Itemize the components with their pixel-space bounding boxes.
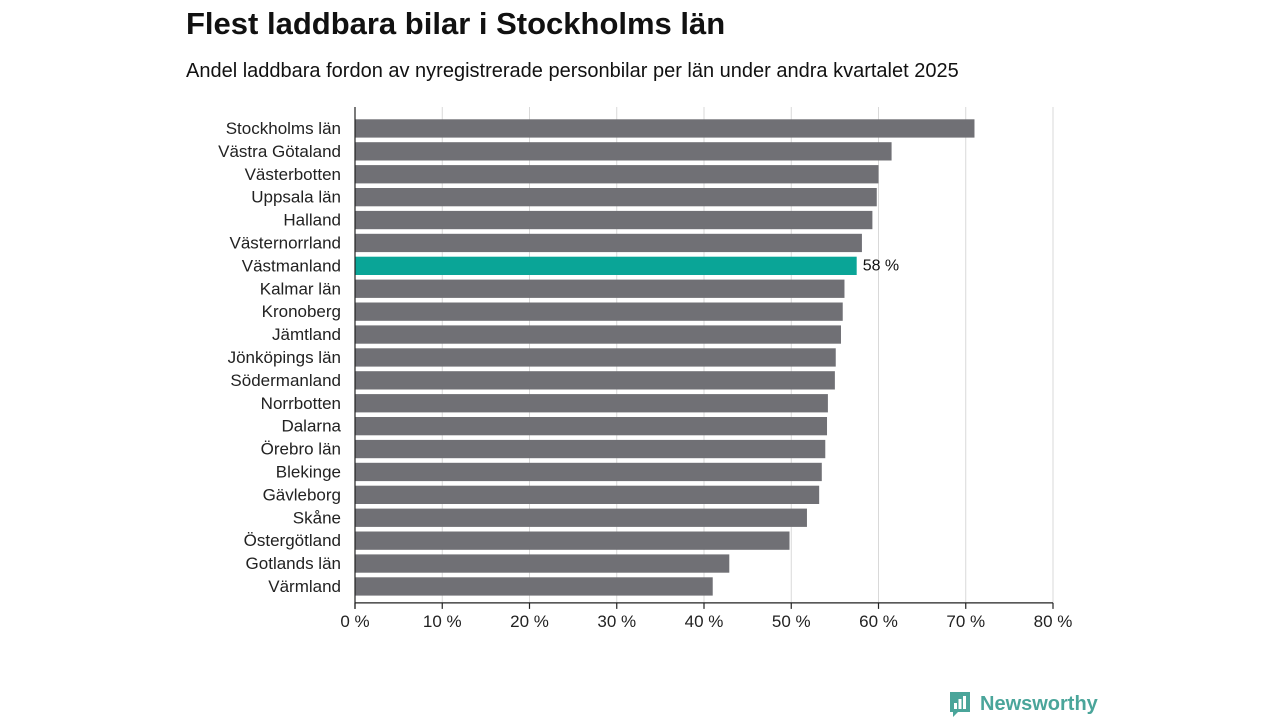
category-label: Dalarna bbox=[281, 417, 341, 436]
brand-logo[interactable]: Newsworthy bbox=[948, 690, 1098, 718]
bar bbox=[355, 531, 790, 550]
bar bbox=[355, 302, 843, 321]
category-label: Värmland bbox=[268, 577, 341, 596]
category-labels: Stockholms län Västra Götaland Västerbotte… bbox=[218, 119, 899, 596]
x-tick-label: 0 % bbox=[340, 612, 369, 631]
bar bbox=[355, 210, 873, 230]
bar bbox=[355, 485, 820, 504]
bar bbox=[355, 348, 836, 367]
x-tick-label: 10 % bbox=[423, 612, 462, 631]
bars bbox=[355, 119, 975, 596]
x-tick-label: 20 % bbox=[510, 612, 549, 631]
x-axis: 0 % 10 % 20 % 30 % 40 % 50 % 60 % 70 % 80 % bbox=[340, 107, 1072, 631]
bar bbox=[355, 462, 822, 482]
bar bbox=[355, 165, 879, 184]
x-tick-label: 50 % bbox=[772, 612, 811, 631]
chart-subtitle: Andel laddbara fordon av nyregistrerade … bbox=[186, 60, 959, 82]
category-label: Jämtland bbox=[272, 325, 341, 344]
bar bbox=[355, 371, 835, 390]
chart-title: Flest laddbara bilar i Stockholms län bbox=[186, 6, 726, 41]
category-label: Skåne bbox=[293, 508, 341, 527]
category-label: Gävleborg bbox=[263, 485, 341, 504]
category-label: Kalmar län bbox=[260, 279, 341, 298]
bar-chart: 0 % 10 % 20 % 30 % 40 % 50 % 60 % 70 % 80 % Stoc… bbox=[218, 107, 1072, 631]
category-label: Stockholms län bbox=[226, 119, 341, 138]
brand-name: Newsworthy bbox=[980, 692, 1098, 715]
category-label: Kronoberg bbox=[262, 302, 341, 321]
bar bbox=[355, 188, 877, 207]
category-label: Halland bbox=[283, 211, 341, 230]
category-label: Västerbotten bbox=[245, 165, 341, 184]
bar bbox=[355, 577, 713, 596]
bar bbox=[355, 554, 730, 573]
bar bbox=[355, 233, 862, 253]
x-tick-label: 30 % bbox=[597, 612, 636, 631]
x-tick-label: 40 % bbox=[685, 612, 724, 631]
category-label: Västmanland bbox=[242, 256, 341, 275]
x-tick-label: 60 % bbox=[859, 612, 898, 631]
category-label: Norrbotten bbox=[261, 394, 341, 413]
data-label: 58 % bbox=[863, 257, 899, 274]
x-tick-label: 80 % bbox=[1034, 612, 1073, 631]
category-label: Gotlands län bbox=[246, 554, 341, 573]
category-label: Västra Götaland bbox=[218, 142, 341, 161]
bar bbox=[355, 508, 807, 527]
bar bbox=[355, 325, 841, 344]
bar bbox=[355, 439, 826, 459]
newsworthy-logo-icon bbox=[950, 692, 970, 717]
bar bbox=[355, 142, 892, 161]
category-label: Jönköpings län bbox=[228, 348, 341, 367]
bar bbox=[355, 279, 845, 298]
category-label: Södermanland bbox=[230, 371, 341, 390]
bar bbox=[355, 394, 828, 413]
bar bbox=[355, 119, 975, 138]
x-tick-label: 70 % bbox=[946, 612, 985, 631]
category-label: Östergötland bbox=[244, 531, 341, 550]
category-label: Västernorrland bbox=[229, 233, 341, 252]
bar bbox=[355, 256, 857, 275]
category-label: Blekinge bbox=[276, 462, 341, 481]
category-label: Örebro län bbox=[261, 440, 341, 459]
bar bbox=[355, 417, 828, 436]
category-label: Uppsala län bbox=[251, 188, 341, 207]
